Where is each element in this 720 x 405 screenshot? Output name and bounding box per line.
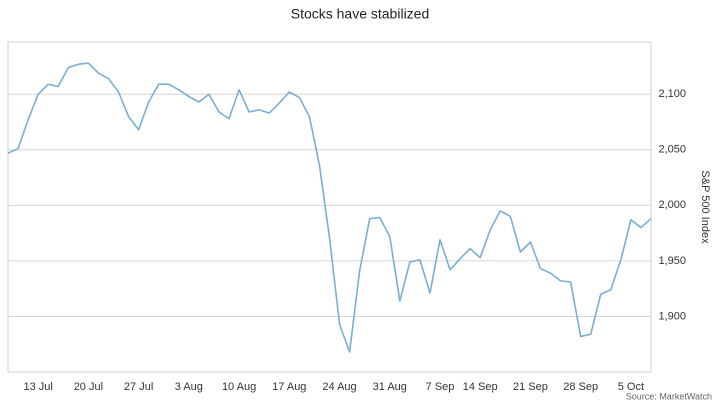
source: Source: MarketWatch bbox=[626, 391, 712, 401]
x-tick-label: 20 Jul bbox=[74, 381, 103, 393]
x-tick-label: 27 Jul bbox=[124, 381, 153, 393]
y-axis-label: S&P 500 Index bbox=[699, 170, 711, 244]
line bbox=[7, 62, 652, 353]
x-tick-label: 21 Sep bbox=[513, 381, 548, 393]
x-tick-label: 31 Aug bbox=[373, 381, 407, 393]
plot-frame bbox=[7, 41, 652, 373]
x-tick-label: 17 Aug bbox=[272, 381, 306, 393]
x-tick-label: 14 Sep bbox=[463, 381, 498, 393]
x-tick-label: 5 Oct bbox=[618, 381, 644, 393]
y-tick-label: 1,950 bbox=[658, 255, 686, 267]
chart-title: Stocks have stabilized bbox=[291, 6, 430, 22]
y-tick-label: 2,100 bbox=[658, 88, 686, 100]
y-tick-label: 2,050 bbox=[658, 144, 686, 156]
y-tick-label: 1,900 bbox=[658, 310, 686, 322]
x-tick-label: 24 Aug bbox=[322, 381, 356, 393]
x-tick-label: 28 Sep bbox=[563, 381, 598, 393]
y-tick-label: 2,000 bbox=[658, 199, 686, 211]
x-tick-label: 3 Aug bbox=[175, 381, 203, 393]
x-tick-label: 10 Aug bbox=[222, 381, 256, 393]
x-tick-label: 7 Sep bbox=[426, 381, 455, 393]
x-tick-label: 13 Jul bbox=[23, 381, 52, 393]
